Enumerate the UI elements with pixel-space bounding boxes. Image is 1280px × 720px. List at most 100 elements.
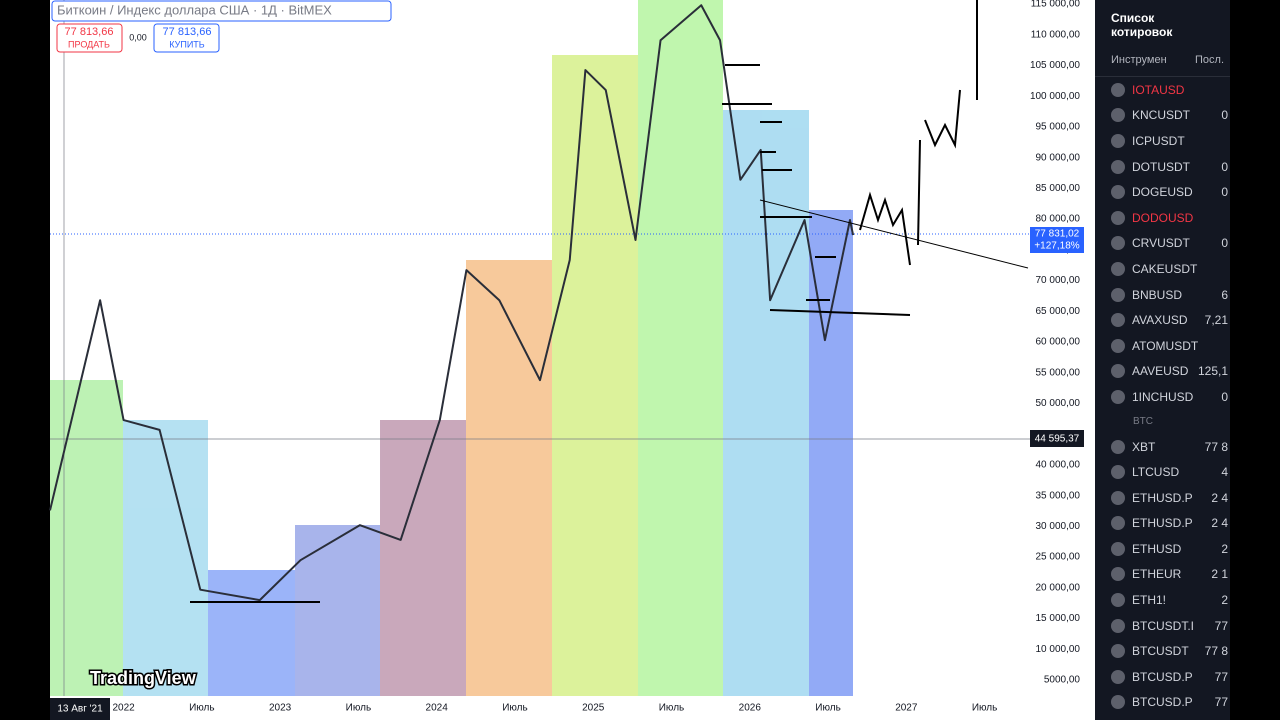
icon: [1111, 490, 1125, 505]
symbol: KNCUSDT: [1132, 108, 1191, 123]
icon: [1111, 338, 1125, 353]
x-tick-label: Июль: [659, 703, 685, 714]
x-tick-label: 2022: [112, 703, 135, 714]
watchlist-row[interactable]: BTCUSD.P 77: [1095, 664, 1230, 690]
symbol-title[interactable]: Биткоин / Индекс доллара США · 1Д · BitM…: [57, 2, 332, 17]
price-line: [49, 4, 855, 602]
crosshair-date-box: [50, 698, 110, 720]
last-value: 77 8: [1204, 439, 1228, 454]
icon: [1111, 159, 1125, 174]
icon: [1111, 185, 1125, 200]
watchlist-row[interactable]: ETHUSD.P 2 4: [1095, 511, 1230, 537]
crosshair-price: 44 595,37: [1035, 434, 1080, 445]
symbol: DOTUSDT: [1132, 159, 1190, 174]
watchlist-row[interactable]: LTCUSD 4: [1095, 459, 1230, 485]
y-tick-label: 25 000,00: [1036, 552, 1081, 563]
symbol: AAVEUSD: [1132, 364, 1189, 379]
watchlist-row[interactable]: ICPUSDT: [1095, 128, 1230, 154]
watchlist-row[interactable]: DODOUSD: [1095, 205, 1230, 231]
band: [295, 525, 380, 696]
last-value: 7,21: [1204, 313, 1228, 328]
last-value: 0: [1221, 236, 1228, 251]
icon: [1111, 516, 1125, 531]
x-tick-label: 2026: [739, 703, 762, 714]
symbol: 1INCHUSD: [1132, 389, 1194, 404]
watchlist-row[interactable]: ATOMUSDT: [1095, 333, 1230, 359]
watchlist-row[interactable]: BTCUSD.P 77: [1095, 690, 1230, 716]
y-tick-label: 15 000,00: [1036, 613, 1081, 624]
band: [123, 420, 208, 696]
icon: [1111, 364, 1125, 379]
buy-button[interactable]: [153, 23, 220, 53]
icon: [1111, 108, 1125, 123]
y-tick-label: 20 000,00: [1036, 582, 1081, 593]
price-axis-bg: [1030, 0, 1095, 720]
drawing: [759, 199, 1029, 269]
y-tick-label: 50 000,00: [1036, 398, 1081, 409]
watchlist-row[interactable]: KNCUSDT 0: [1095, 103, 1230, 129]
x-tick-label: 2025: [582, 703, 605, 714]
last-value: 0: [1221, 159, 1228, 174]
watchlist-row[interactable]: AVAXUSD 7,21: [1095, 307, 1230, 333]
watchlist-row[interactable]: ETHEUR 2 1: [1095, 562, 1230, 588]
icon: [1111, 210, 1125, 225]
symbol: DODOUSD: [1132, 210, 1194, 225]
symbol: CRVUSDT: [1132, 236, 1190, 251]
icon: [1111, 313, 1125, 328]
watchlist-row[interactable]: AAVEUSD 125,1: [1095, 359, 1230, 385]
symbol: ETHEUR: [1132, 567, 1182, 582]
watchlist-row[interactable]: 1INCHUSD 0: [1095, 384, 1230, 410]
sell-label[interactable]: ПРОДАТЬ: [68, 39, 110, 49]
y-tick-label: 65 000,00: [1036, 306, 1081, 317]
sell-price[interactable]: 77 813,66: [65, 26, 114, 38]
watchlist-columns: Инструмен Посл.: [1095, 50, 1230, 77]
watchlist-row[interactable]: IOTAUSD: [1095, 77, 1230, 103]
watchlist: Список котировок Инструмен Посл. IOTAUSD…: [1095, 0, 1230, 720]
y-tick-label: 60 000,00: [1036, 337, 1081, 348]
symbol-box[interactable]: [51, 0, 392, 22]
watchlist-row[interactable]: ETHUSD.P 2 4: [1095, 485, 1230, 511]
watchlist-row[interactable]: XBT 77 8: [1095, 434, 1230, 460]
band: [723, 110, 809, 696]
watchlist-row[interactable]: ETHUSD 2: [1095, 536, 1230, 562]
watchlist-row[interactable]: DOGEUSD 0: [1095, 179, 1230, 205]
watchlist-row[interactable]: BTCUSDT.I 77: [1095, 613, 1230, 639]
buy-price[interactable]: 77 813,66: [163, 26, 212, 38]
left-strip: [0, 0, 50, 720]
y-tick-label: 10 000,00: [1036, 644, 1081, 655]
group-header[interactable]: BTC: [1133, 416, 1153, 428]
icon: [1111, 236, 1125, 251]
band: [466, 260, 552, 696]
buy-label[interactable]: КУПИТЬ: [169, 39, 204, 49]
x-tick-label: 2023: [269, 703, 292, 714]
icon: [1111, 389, 1125, 404]
last-value: 0: [1221, 389, 1228, 404]
watchlist-row[interactable]: DOTUSDT 0: [1095, 154, 1230, 180]
symbol: BTCUSD.P: [1132, 695, 1193, 710]
last-value: 125,1: [1197, 364, 1228, 379]
symbol: BNBUSD: [1132, 287, 1183, 302]
sell-button[interactable]: [56, 23, 123, 53]
crosshair-date: 13 Авг '21: [57, 704, 103, 715]
y-tick-label: 90 000,00: [1036, 152, 1081, 163]
watchlist-row[interactable]: ETH1! 2: [1095, 587, 1230, 613]
watchlist-row[interactable]: CRVUSDT 0: [1095, 231, 1230, 257]
symbol: BTCUSD.P: [1132, 669, 1193, 684]
column-header: Инструмен: [1111, 54, 1167, 66]
icon: [1111, 82, 1125, 97]
last-value: 2 4: [1211, 490, 1228, 505]
watchlist-row[interactable]: CAKEUSDT: [1095, 256, 1230, 282]
last-value: 2: [1221, 593, 1228, 608]
x-tick-label: 2024: [426, 703, 449, 714]
drawings: [190, 0, 1029, 603]
symbol: ATOMUSDT: [1132, 338, 1199, 353]
x-tick-label: Июль: [972, 703, 998, 714]
last-value: 2: [1221, 541, 1228, 556]
icon: [1111, 261, 1125, 276]
x-tick-label: Июль: [346, 703, 372, 714]
y-tick-label: 40 000,00: [1036, 460, 1081, 471]
watchlist-row[interactable]: BNBUSD 6: [1095, 282, 1230, 308]
icon: [1111, 593, 1125, 608]
watchlist-row[interactable]: BTCUSDT 77 8: [1095, 638, 1230, 664]
